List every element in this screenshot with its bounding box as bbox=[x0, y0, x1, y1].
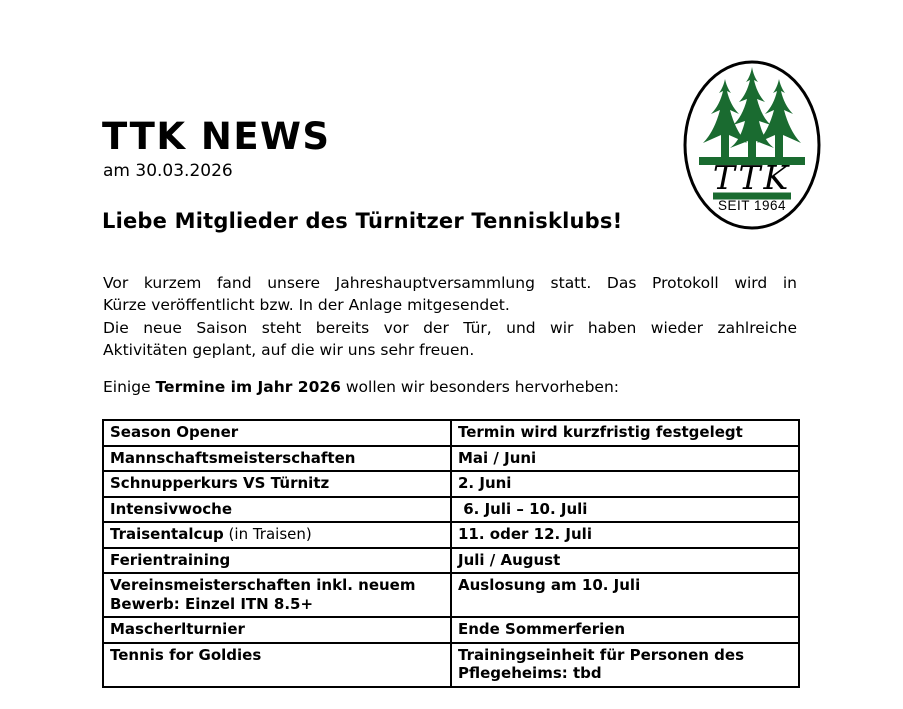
date-cell: Trainingseinheit für Personen des Pflege… bbox=[450, 641, 800, 688]
date-cell: Juli / August bbox=[450, 546, 800, 574]
date-cell: 6. Juli – 10. Juli bbox=[450, 495, 800, 523]
event-name: Traisentalcup bbox=[110, 525, 224, 543]
paragraph-line-4: Aktivitäten geplant, auf die wir uns seh… bbox=[103, 341, 475, 360]
fir-tree-left-icon bbox=[703, 79, 747, 157]
table-row-mannschaftsmeisterschaften: Mannschaftsmeisterschaften Mai / Juni bbox=[102, 444, 800, 472]
date-cell: 11. oder 12. Juli bbox=[450, 521, 800, 549]
logo-trees bbox=[703, 67, 801, 157]
logo-bar-bottom bbox=[713, 192, 791, 200]
date-cell: Termin wird kurzfristig festgelegt bbox=[450, 419, 800, 447]
date-cell: Ende Sommerferien bbox=[450, 616, 800, 644]
date-cell: 2. Juni bbox=[450, 470, 800, 498]
event-name: Tennis for Goldies bbox=[110, 645, 262, 664]
event-cell: Schnupperkurs VS Türnitz bbox=[102, 470, 452, 498]
paragraph-line-1: Vor kurzem fand unsere Jahreshauptversam… bbox=[103, 274, 797, 292]
events-table: Season Opener Termin wird kurzfristig fe… bbox=[102, 419, 800, 688]
event-cell: Vereinsmeisterschaften inkl. neuem Bewer… bbox=[102, 572, 452, 618]
table-row-intensivwoche: Intensivwoche 6. Juli – 10. Juli bbox=[102, 495, 800, 523]
event-cell: Mascherlturnier bbox=[102, 616, 452, 644]
event-cell: Traisentalcup (in Traisen) bbox=[102, 521, 452, 549]
event-name: Mascherlturnier bbox=[110, 620, 245, 638]
termine-prefix: Einige bbox=[103, 378, 156, 396]
logo-bar-top bbox=[699, 157, 805, 165]
event-name: Ferientraining bbox=[110, 550, 231, 569]
date-cell: Mai / Juni bbox=[450, 444, 800, 472]
ttk-club-logo: TTK SEIT 1964 bbox=[683, 60, 821, 230]
paragraph-line-2: Kürze veröffentlicht bzw. In der Anlage … bbox=[103, 296, 510, 315]
logo-ttk-text: TTK bbox=[713, 158, 791, 197]
table-row-season-opener: Season Opener Termin wird kurzfristig fe… bbox=[102, 419, 800, 447]
date-cell: Auslosung am 10. Juli bbox=[450, 572, 800, 618]
event-note: (in Traisen) bbox=[223, 525, 312, 543]
intro-paragraphs: Vor kurzem fand unsere Jahreshauptversam… bbox=[103, 272, 797, 362]
fir-tree-right-icon bbox=[757, 79, 801, 157]
table-row-schnupperkurs: Schnupperkurs VS Türnitz 2. Juni bbox=[102, 470, 800, 498]
event-name: Season Opener bbox=[110, 423, 239, 441]
termine-bold-phrase: Termine im Jahr 2026 bbox=[155, 378, 341, 396]
table-row-tennis-for-goldies: Tennis for Goldies Trainingseinheit für … bbox=[102, 641, 800, 688]
events-table-body: Season Opener Termin wird kurzfristig fe… bbox=[102, 419, 800, 688]
page-title: TTK NEWS bbox=[102, 115, 331, 158]
event-name: Schnupperkurs VS Türnitz bbox=[110, 474, 330, 492]
table-row-traisentalcup: Traisentalcup (in Traisen) 11. oder 12. … bbox=[102, 521, 800, 549]
event-cell: Tennis for Goldies bbox=[102, 641, 452, 688]
event-name: Intensivwoche bbox=[110, 499, 233, 518]
greeting-heading: Liebe Mitglieder des Türnitzer Tennisklu… bbox=[102, 209, 623, 233]
termine-suffix: wollen wir besonders hervorheben: bbox=[340, 378, 619, 396]
event-cell: Ferientraining bbox=[102, 546, 452, 574]
event-name: Vereinsmeisterschaften inkl. neuem Bewer… bbox=[110, 576, 416, 613]
fir-tree-middle-icon bbox=[730, 67, 774, 157]
termine-sentence: Einige Termine im Jahr 2026 wollen wir b… bbox=[103, 376, 619, 398]
table-row-vereinsmeisterschaften: Vereinsmeisterschaften inkl. neuem Bewer… bbox=[102, 572, 800, 618]
event-name: Mannschaftsmeisterschaften bbox=[110, 448, 356, 467]
paragraph-line-3: Die neue Saison steht bereits vor der Tü… bbox=[103, 318, 797, 337]
event-cell: Season Opener bbox=[102, 419, 452, 447]
table-row-ferientraining: Ferientraining Juli / August bbox=[102, 546, 800, 574]
date-line: am 30.03.2026 bbox=[103, 161, 233, 181]
logo-seit-text: SEIT 1964 bbox=[718, 198, 786, 213]
event-cell: Mannschaftsmeisterschaften bbox=[102, 444, 452, 472]
table-row-mascherlturnier: Mascherlturnier Ende Sommerferien bbox=[102, 616, 800, 644]
event-cell: Intensivwoche bbox=[102, 495, 452, 523]
